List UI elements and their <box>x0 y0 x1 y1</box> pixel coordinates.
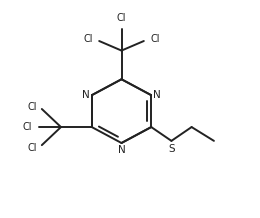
Text: Cl: Cl <box>27 102 36 112</box>
Text: N: N <box>118 145 125 155</box>
Text: S: S <box>169 144 176 154</box>
Text: Cl: Cl <box>83 34 93 44</box>
Text: Cl: Cl <box>117 13 126 23</box>
Text: Cl: Cl <box>27 143 36 153</box>
Text: N: N <box>153 90 161 100</box>
Text: N: N <box>82 90 90 100</box>
Text: Cl: Cl <box>150 34 160 44</box>
Text: Cl: Cl <box>23 122 32 132</box>
